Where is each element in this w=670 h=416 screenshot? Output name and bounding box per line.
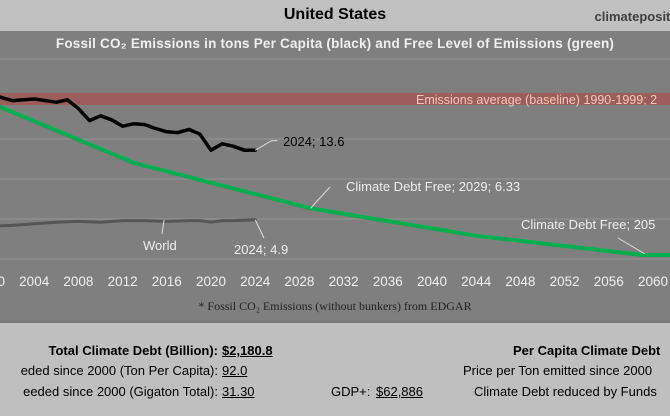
leader-line [161, 219, 165, 235]
baseline-label: Emissions average (baseline) 1990-1999; … [416, 93, 657, 107]
per-capita-debt-label: Per Capita Climate Debt [513, 343, 661, 358]
summary-panel: Total Climate Debt (Billion): $2,180.8 e… [0, 320, 670, 416]
x-tick-label: 2016 [152, 274, 182, 289]
free-end-label: Climate Debt Free; 205 [521, 217, 655, 232]
x-tick-label: 2020 [196, 274, 226, 289]
x-tick-label: 2012 [108, 274, 138, 289]
x-tick-label: 2000 [0, 274, 5, 289]
series-line-free [0, 105, 670, 257]
x-tick-label: 2052 [550, 274, 580, 289]
baseline-band [0, 93, 670, 105]
gdp-label: GDP+: [331, 384, 371, 399]
x-tick-label: 2060 [638, 274, 668, 289]
header-bar [0, 0, 670, 31]
chart-area [0, 31, 670, 320]
world-end-label: 2024; 4.9 [234, 242, 288, 257]
gigaton-label: eeded since 2000 (Gigaton Total): [23, 384, 218, 399]
gdp-value: $62,886 [376, 384, 423, 399]
us-end-label: 2024; 13.6 [283, 134, 344, 149]
price-per-ton-label: Price per Ton emitted since 2000 [463, 363, 653, 378]
leader-line [310, 186, 331, 209]
x-tick-label: 2024 [240, 274, 271, 289]
x-tick-label: 2044 [461, 274, 492, 289]
world-label: World [143, 238, 177, 253]
x-tick-label: 2028 [284, 274, 314, 289]
series-line-world [0, 218, 257, 228]
total-debt-label: Total Climate Debt (Billion): [48, 343, 218, 358]
x-tick-label: 2004 [19, 274, 50, 289]
x-tick-label: 2040 [417, 274, 447, 289]
total-debt-value: $2,180.8 [222, 343, 273, 358]
series-line-us [0, 95, 257, 152]
funds-label: Climate Debt reduced by Funds [474, 384, 657, 399]
ton-per-capita-label: eded since 2000 (Ton Per Capita): [20, 363, 218, 378]
leader-line [617, 237, 646, 255]
leader-line [254, 140, 278, 151]
chart-svg: Emissions average (baseline) 1990-1999; … [0, 58, 670, 313]
free-2029-label: Climate Debt Free; 2029; 6.33 [346, 179, 520, 194]
x-tick-label: 2036 [373, 274, 403, 289]
x-tick-label: 2008 [63, 274, 93, 289]
gigaton-value: 31.30 [222, 384, 255, 399]
page-title: United States [283, 6, 387, 23]
brand-logo: climatepositi [594, 9, 670, 24]
chart-title: Fossil CO₂ Emissions in tons Per Capita … [55, 36, 615, 51]
leader-line [254, 219, 265, 239]
x-tick-label: 2032 [329, 274, 359, 289]
x-tick-label: 2048 [505, 274, 535, 289]
footnote: * Fossil CO₂ Emissions (without bunkers)… [198, 299, 471, 313]
ton-per-capita-value: 92.0 [222, 363, 248, 378]
x-tick-label: 2056 [594, 274, 624, 289]
